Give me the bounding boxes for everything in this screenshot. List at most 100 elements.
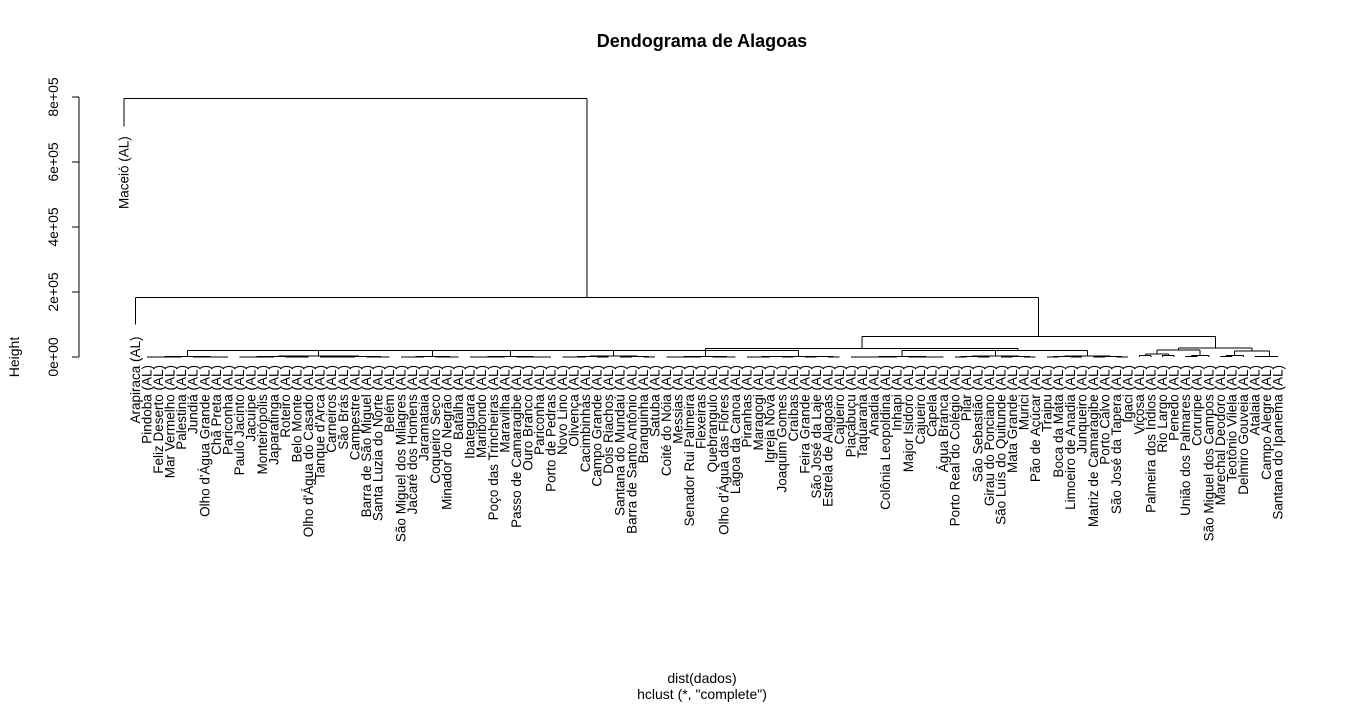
leaf-label: Piranhas (AL) [740, 365, 755, 448]
leaf-label: Pindoba (AL) [140, 365, 155, 444]
leaf-label: Novo Lino (AL) [555, 365, 570, 455]
y-tick-label: 2e+05 [45, 272, 61, 312]
leaf-label: Pilar (AL) [959, 365, 974, 421]
leaf-label: Estrela de Alagoas (AL) [820, 365, 835, 507]
leaf-label: Ouro Branco (AL) [520, 365, 535, 471]
leaf-label: Messias (AL) [670, 365, 685, 444]
y-tick-label: 6e+05 [45, 142, 61, 182]
leaf-label: Ibateguara (AL) [463, 365, 478, 459]
leaf-label: Mar Vermelho (AL) [163, 365, 178, 478]
leaf-label: Igreja Nova (AL) [763, 365, 778, 463]
leaf-label: São José da Laje (AL) [809, 365, 824, 499]
leaf-label: Batalha (AL) [451, 365, 466, 440]
leaf-label: Roteiro (AL) [278, 365, 293, 438]
leaf-label: Santana do Mundaú (AL) [613, 365, 628, 516]
dendrogram-branches [123, 98, 1279, 358]
leaf-label: São Luís do Quitunde (AL) [994, 365, 1009, 525]
leaf-label: Marechal Deodoro (AL) [1213, 365, 1228, 505]
leaf-label: Poço das Trincheiras (AL) [486, 365, 501, 520]
leaf-label: Santa Luzia do Norte (AL) [370, 365, 385, 521]
x-axis-label: dist(dados) [667, 670, 736, 686]
chart-title: Dendograma de Alagoas [597, 31, 807, 51]
leaf-label: Paulo Jacinto (AL) [232, 365, 247, 475]
leaf-label: Major Isidoro (AL) [901, 365, 916, 472]
leaf-label: Girau do Ponciano (AL) [982, 365, 997, 506]
leaf-label: Dois Riachos (AL) [601, 365, 616, 474]
leaf-label: Barra de São Miguel (AL) [359, 365, 374, 517]
leaf-label: Olho d'Água do Casado (AL) [301, 365, 316, 537]
leaf-label: Taquarana (AL) [855, 365, 870, 458]
leaf-label: Junqueiro (AL) [1074, 365, 1089, 454]
y-tick-label: 0e+00 [45, 337, 61, 377]
leaf-label: Maravilha (AL) [497, 365, 512, 453]
leaf-label: Olho d'Água Grande (AL) [197, 365, 212, 517]
leaf-label: Igaci (AL) [1120, 365, 1135, 423]
leaf-label: Campo Grande (AL) [590, 365, 605, 487]
leaf-label: Monteirópolis (AL) [255, 365, 270, 475]
leaf-label: Coqueiro Seco (AL) [428, 365, 443, 484]
leaf-label: Barra de Santo Antônio (AL) [624, 365, 639, 534]
leaf-label: Tanque d'Arca (AL) [313, 365, 328, 480]
leaf-label: Porto Real do Colégio (AL) [947, 365, 962, 526]
leaf-label: Delmiro Gouveia (AL) [1236, 365, 1251, 495]
leaf-label: União dos Palmares (AL) [1178, 365, 1193, 516]
leaf-label: Santana do Ipanema (AL) [1271, 365, 1286, 520]
leaf-label: Coruripe (AL) [1190, 365, 1205, 446]
leaf-label: Penedo (AL) [1167, 365, 1182, 441]
leaf-label: Boca da Mata (AL) [1051, 365, 1066, 478]
leaf-label: Palmeira dos Índios (AL) [1144, 365, 1159, 513]
leaf-label: Água Branca (AL) [936, 365, 951, 472]
leaf-label: Cajueiro (AL) [913, 365, 928, 445]
leaf-label: Teotônio Vilela (AL) [1224, 365, 1239, 482]
leaf-label: Joaquim Gomes (AL) [774, 365, 789, 493]
leaf-label: Mata Grande (AL) [1005, 365, 1020, 473]
y-axis-label: Height [6, 337, 22, 378]
leaf-label: Quebrangulo (AL) [705, 365, 720, 472]
leaf-label: Senador Rui Palmeira (AL) [682, 365, 697, 526]
leaf-label: Jacaré dos Homens (AL) [405, 365, 420, 514]
leaf-label: Coité do Nóia (AL) [659, 365, 674, 476]
y-tick-label: 8e+05 [45, 77, 61, 117]
leaf-label: Japaratinga (AL) [267, 365, 282, 465]
leaf-label: Capela (AL) [924, 365, 939, 437]
leaf-label: Olho d'Água das Flores (AL) [717, 365, 732, 535]
leaf-label: São Miguel dos Milagres (AL) [393, 365, 408, 542]
leaf-label: Carneiros (AL) [324, 365, 339, 453]
leaf-label: Piaçabuçu (AL) [844, 365, 859, 457]
method-subtitle: hclust (*, "complete") [637, 686, 767, 702]
leaf-label: Limoeiro de Anadia (AL) [1063, 365, 1078, 510]
leaf-label: Craíbas (AL) [786, 365, 801, 442]
leaf-label: Maragogi (AL) [751, 365, 766, 451]
leaf-label: Pariconha (AL) [532, 365, 547, 455]
y-tick-label: 4e+05 [45, 207, 61, 247]
leaf-label: Jundiá (AL) [186, 365, 201, 434]
leaf-label: Arapiraca (AL) [128, 337, 143, 424]
leaf-label: Chã Preta (AL) [209, 365, 224, 455]
leaf-labels: Maceió (AL) Arapiraca (AL)Pindoba (AL)Fel… [117, 136, 1286, 542]
leaf-label: Feliz Deserto (AL) [151, 365, 166, 474]
leaf-label: Inhapi (AL) [890, 365, 905, 431]
leaf-label: Belo Monte (AL) [290, 365, 305, 463]
leaf-label: Pariconha (AL) [220, 365, 235, 455]
y-axis: 0e+00 2e+05 4e+05 6e+05 8e+05 [45, 77, 80, 377]
leaf-label: Passo de Camaragibe (AL) [509, 365, 524, 528]
leaf-label: Cajueiro (AL) [832, 365, 847, 445]
leaf-label: Campestre (AL) [347, 365, 362, 460]
leaf-label: Jaramataia (AL) [417, 365, 432, 461]
leaf-label: Olivença (AL) [567, 365, 582, 447]
leaf-label: São Miguel dos Campos (AL) [1201, 365, 1216, 541]
leaf-label: Maribondo (AL) [474, 365, 489, 458]
leaf-label: Campo Alegre (AL) [1259, 365, 1274, 480]
leaf-label: Traipu (AL) [1040, 365, 1055, 432]
leaf-label: Minador do Negrão (AL) [440, 365, 455, 510]
leaf-label: Anadia (AL) [867, 365, 882, 436]
leaf-label: São Brás (AL) [336, 365, 351, 450]
leaf-label: Atalaia (AL) [1247, 365, 1262, 436]
leaf-label: Colônia Leopoldina (AL) [878, 365, 893, 510]
leaf-label: Lagoa da Canoa (AL) [728, 365, 743, 494]
leaf-label: Maceió (AL) [117, 136, 132, 209]
leaf-label: Murici (AL) [1017, 365, 1032, 430]
leaf-label: Rio Largo (AL) [1155, 365, 1170, 453]
leaf-label: Palestina (AL) [174, 365, 189, 450]
